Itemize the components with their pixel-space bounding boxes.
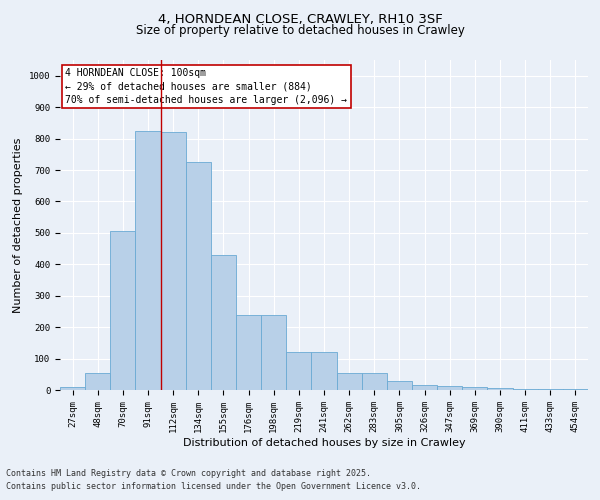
Bar — [311, 352, 337, 390]
Text: Size of property relative to detached houses in Crawley: Size of property relative to detached ho… — [136, 24, 464, 37]
Bar — [387, 380, 412, 390]
Bar — [437, 386, 462, 390]
Bar — [512, 388, 538, 390]
Y-axis label: Number of detached properties: Number of detached properties — [13, 138, 23, 312]
Bar — [362, 372, 387, 390]
Bar — [538, 388, 563, 390]
X-axis label: Distribution of detached houses by size in Crawley: Distribution of detached houses by size … — [182, 438, 466, 448]
Bar — [110, 232, 136, 390]
Bar — [161, 132, 186, 390]
Bar — [462, 388, 487, 390]
Bar — [186, 162, 211, 390]
Text: 4 HORNDEAN CLOSE: 100sqm
← 29% of detached houses are smaller (884)
70% of semi-: 4 HORNDEAN CLOSE: 100sqm ← 29% of detach… — [65, 68, 347, 104]
Text: Contains public sector information licensed under the Open Government Licence v3: Contains public sector information licen… — [6, 482, 421, 491]
Bar — [261, 314, 286, 390]
Bar — [337, 372, 362, 390]
Bar — [487, 388, 512, 390]
Bar — [211, 255, 236, 390]
Bar — [286, 352, 311, 390]
Bar — [60, 387, 85, 390]
Bar — [412, 386, 437, 390]
Text: Contains HM Land Registry data © Crown copyright and database right 2025.: Contains HM Land Registry data © Crown c… — [6, 468, 371, 477]
Bar — [85, 372, 110, 390]
Bar — [236, 314, 261, 390]
Bar — [136, 130, 161, 390]
Text: 4, HORNDEAN CLOSE, CRAWLEY, RH10 3SF: 4, HORNDEAN CLOSE, CRAWLEY, RH10 3SF — [158, 12, 442, 26]
